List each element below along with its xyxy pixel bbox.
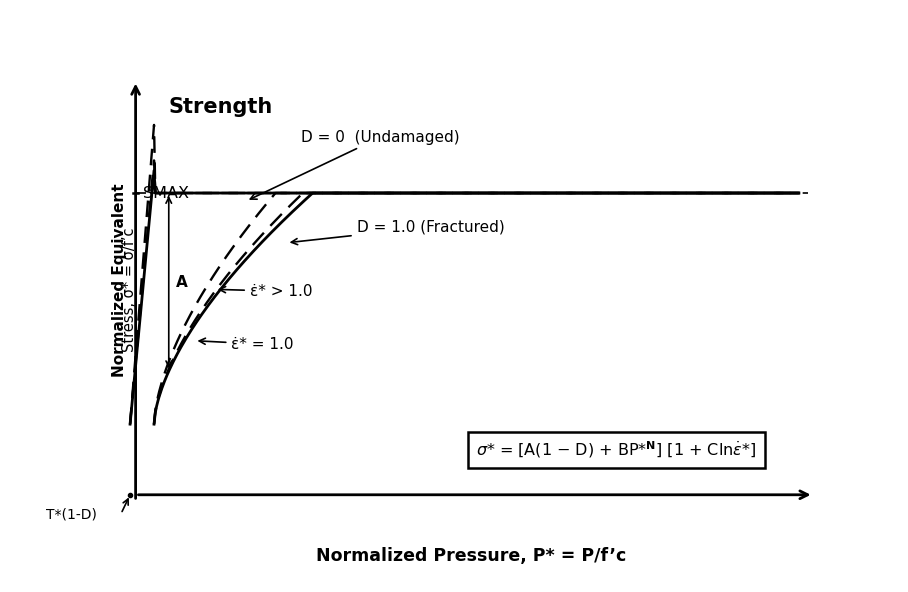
Text: ε̇* > 1.0: ε̇* > 1.0 (220, 284, 312, 299)
Text: A: A (176, 275, 188, 289)
Text: D = 1.0 (Fractured): D = 1.0 (Fractured) (291, 220, 505, 244)
Text: D = 0  (Undamaged): D = 0 (Undamaged) (251, 130, 460, 199)
Text: ε̇* = 1.0: ε̇* = 1.0 (199, 337, 294, 352)
Text: Normalized Equivalent: Normalized Equivalent (113, 183, 127, 377)
Text: $\sigma$* = [A(1 $-$ D) + BP*$^{\mathbf{N}}$] [1 + Cln$\dot{\varepsilon}$*]: $\sigma$* = [A(1 $-$ D) + BP*$^{\mathbf{… (477, 439, 756, 460)
Text: Normalized Pressure, P* = P/f’c: Normalized Pressure, P* = P/f’c (316, 547, 626, 565)
Text: Stress, σ* = σ/f’c: Stress, σ* = σ/f’c (122, 227, 137, 352)
Text: SMAX: SMAX (143, 185, 189, 201)
Text: Strength: Strength (169, 96, 273, 117)
Text: T*(1-D): T*(1-D) (46, 507, 97, 521)
